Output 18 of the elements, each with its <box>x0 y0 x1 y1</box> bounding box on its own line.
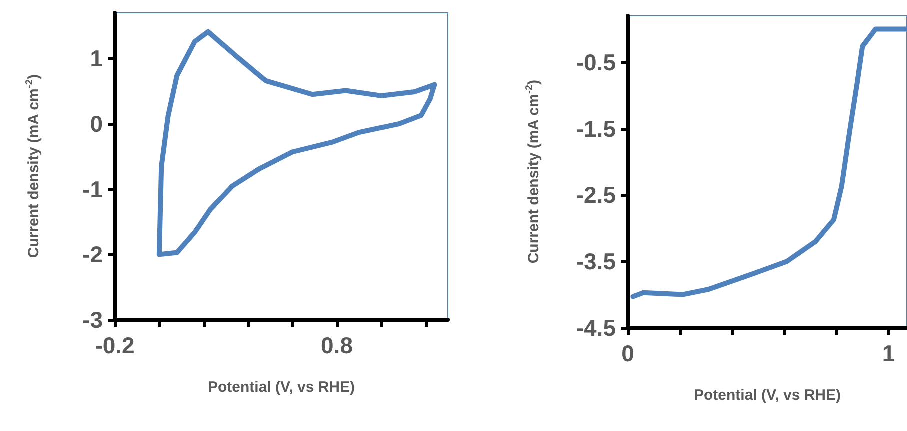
y-tick-label: -2.5 <box>576 182 616 208</box>
x-axis-title: Potential (V, vs RHE) <box>694 387 841 404</box>
y-tick-label: 0 <box>90 111 103 138</box>
y-tick-label: 1 <box>90 46 104 72</box>
y-axis-title: Current density (mA cm-2) <box>524 80 542 264</box>
x-tick-label: -0.2 <box>95 332 135 358</box>
y-axis-title: Current density (mA cm-2) <box>24 74 42 258</box>
x-tick-label: 0 <box>622 340 634 366</box>
y-tick-label: -4.5 <box>576 315 616 341</box>
x-tick-label: 0.8 <box>321 332 354 358</box>
y-tick-label: -3 <box>82 307 103 333</box>
x-tick-label: 1 <box>882 340 896 366</box>
y-tick-label: -1.5 <box>576 116 616 142</box>
x-axis-title: Potential (V, vs RHE) <box>208 379 355 396</box>
y-tick-label: -3.5 <box>576 248 616 275</box>
y-tick-label: -1 <box>82 176 104 202</box>
y-tick-label: -0.5 <box>576 49 616 76</box>
y-tick-label: -2 <box>82 242 103 268</box>
